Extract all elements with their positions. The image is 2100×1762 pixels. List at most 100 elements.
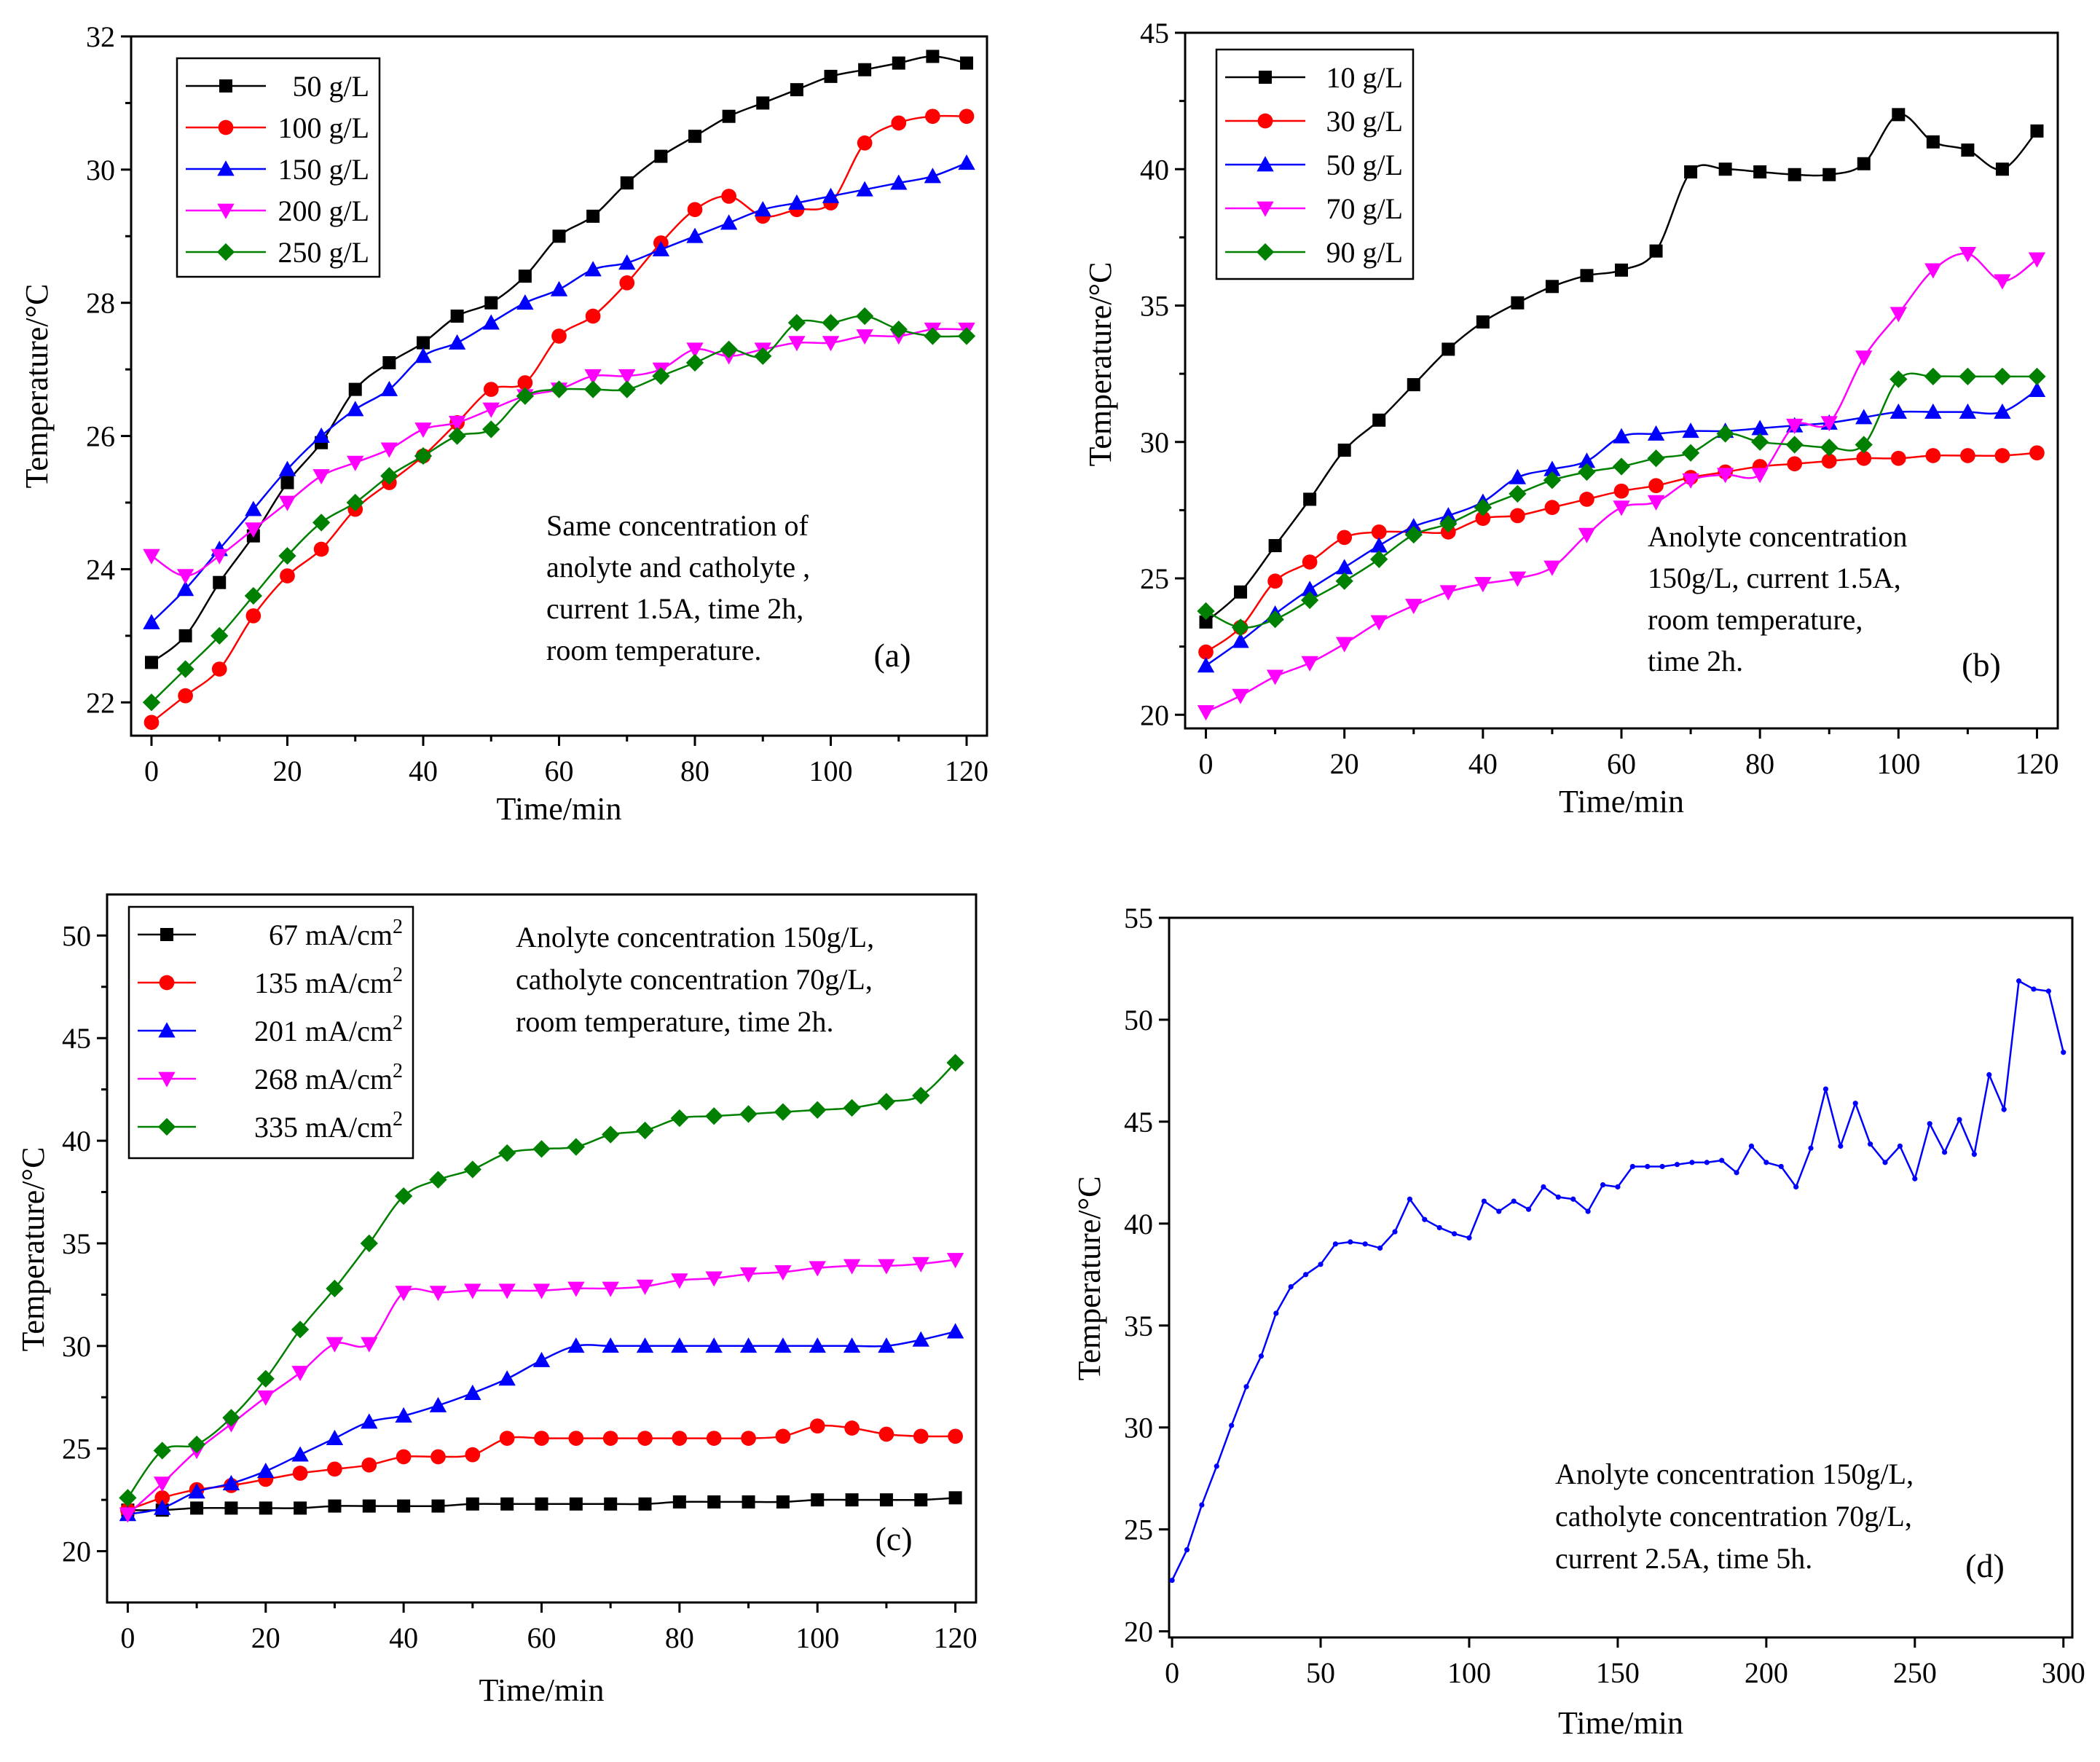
y-tick-label: 30 <box>86 154 115 186</box>
data-point <box>516 294 534 310</box>
data-point <box>448 415 466 431</box>
data-point <box>327 1461 342 1477</box>
data-point <box>1912 1176 1918 1181</box>
legend-marker <box>1257 113 1273 129</box>
series-201-ma-cm <box>119 1323 964 1522</box>
data-point <box>1615 1184 1621 1190</box>
data-point <box>1647 425 1665 441</box>
data-point <box>414 422 432 438</box>
data-point <box>1407 1196 1412 1202</box>
y-tick-label: 22 <box>86 686 115 719</box>
data-point <box>672 1495 686 1509</box>
legend-label: 200 g/L <box>278 194 369 227</box>
data-point <box>958 154 975 170</box>
data-point <box>584 261 602 277</box>
data-point <box>1897 1143 1903 1149</box>
annotation-line: Anolyte concentration <box>1648 520 1908 553</box>
data-point <box>1600 1182 1606 1188</box>
data-point <box>1335 637 1353 653</box>
data-point <box>879 1493 893 1507</box>
data-point <box>602 1281 619 1297</box>
annotation-line: Anolyte concentration 150g/L, <box>1555 1458 1914 1490</box>
data-point <box>567 1138 585 1156</box>
x-axis-label: Time/min <box>1559 784 1684 819</box>
data-point <box>1822 168 1836 181</box>
data-point <box>1544 500 1560 515</box>
data-point <box>1892 108 1906 122</box>
y-tick-label: 40 <box>62 1125 91 1157</box>
data-point <box>1659 1163 1665 1170</box>
x-tick-label: 50 <box>1306 1656 1335 1689</box>
data-point <box>551 329 567 344</box>
data-point <box>346 493 364 512</box>
data-point <box>1525 1206 1532 1212</box>
data-point <box>1959 246 1977 263</box>
data-point <box>822 187 840 203</box>
annotation-line: Same concentration of <box>546 509 809 542</box>
data-point <box>706 1431 722 1446</box>
data-point <box>394 1187 413 1206</box>
x-tick-label: 150 <box>1596 1656 1640 1689</box>
data-point <box>1197 657 1215 673</box>
data-point <box>1649 244 1663 258</box>
legend-label: 90 g/L <box>1326 236 1403 269</box>
x-tick-label: 80 <box>680 755 709 787</box>
data-point <box>2031 986 2037 992</box>
y-tick-label: 30 <box>62 1330 91 1363</box>
data-point <box>1612 457 1631 476</box>
data-point <box>567 1337 585 1353</box>
data-point <box>1214 1463 1219 1469</box>
data-point <box>707 1495 721 1509</box>
data-point <box>788 194 806 210</box>
data-point <box>857 135 873 151</box>
data-point <box>1959 403 1977 419</box>
data-point <box>845 1493 859 1507</box>
legend-marker <box>157 1117 176 1136</box>
data-point <box>431 1499 445 1513</box>
data-point <box>1645 1163 1651 1170</box>
data-point <box>532 1283 551 1299</box>
data-point <box>465 1447 481 1463</box>
data-point <box>211 548 228 565</box>
data-point <box>1942 1149 1948 1155</box>
data-point <box>1857 157 1871 170</box>
data-point <box>1439 585 1458 601</box>
data-point <box>1370 537 1388 553</box>
data-point <box>636 1121 654 1140</box>
data-point <box>1993 367 2012 386</box>
data-point <box>1579 492 1594 507</box>
data-point <box>569 1497 583 1511</box>
data-point <box>256 1369 275 1388</box>
data-point <box>1716 468 1734 484</box>
x-axis-label: Time/min <box>479 1672 605 1708</box>
x-tick-label: 40 <box>409 755 438 787</box>
data-point <box>552 229 566 243</box>
data-point <box>568 1431 584 1446</box>
legend-label: 335 mA/cm2 <box>254 1108 403 1144</box>
series-335-ma-cm <box>119 1053 964 1507</box>
data-point <box>1994 448 2010 463</box>
data-point <box>291 1366 309 1382</box>
y-tick-label: 35 <box>1140 290 1169 323</box>
data-point <box>1543 560 1561 576</box>
data-point <box>1184 1547 1190 1553</box>
data-point <box>1302 554 1318 570</box>
y-tick-label: 40 <box>1140 153 1169 186</box>
data-point <box>1332 1241 1339 1247</box>
data-point <box>1856 450 1872 466</box>
data-point <box>720 214 738 230</box>
data-point <box>1509 468 1527 484</box>
data-point <box>1475 511 1491 526</box>
legend: 50 g/L 100 g/L 150 g/L 200 g/L 250 g/L <box>176 57 381 278</box>
legend: 10 g/L 30 g/L 50 g/L 70 g/L 90 g/L <box>1215 48 1415 280</box>
data-point <box>1510 508 1525 524</box>
data-point <box>347 455 364 471</box>
data-point <box>1511 296 1525 310</box>
y-tick-label: 30 <box>1140 426 1169 459</box>
y-tick-label: 40 <box>1124 1208 1153 1240</box>
data-point <box>326 1429 344 1445</box>
data-point <box>361 1413 378 1429</box>
data-point <box>1615 263 1628 277</box>
data-point <box>1613 483 1629 499</box>
plot-frame <box>1168 916 2074 1639</box>
